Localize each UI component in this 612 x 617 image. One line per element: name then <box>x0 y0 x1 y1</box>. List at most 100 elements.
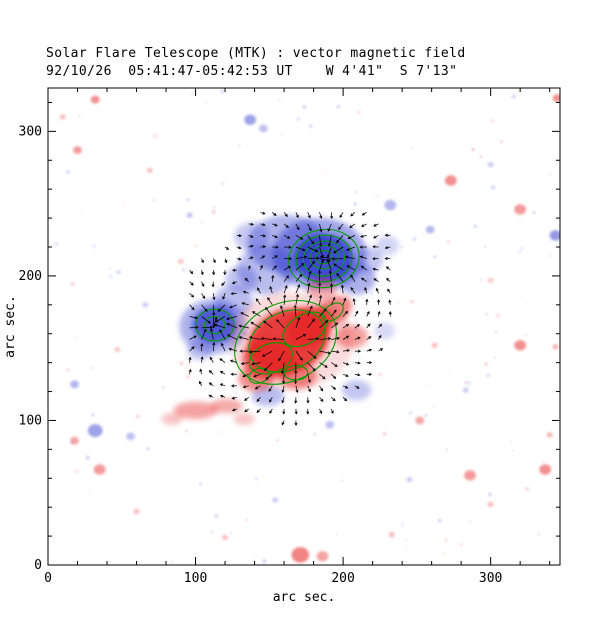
vector-arrow <box>189 281 194 286</box>
vector-arrow <box>260 245 267 249</box>
vector-arrow <box>384 233 391 237</box>
vector-arrow <box>384 256 391 261</box>
vector-arrow <box>330 296 336 305</box>
noise-speckle <box>145 446 150 451</box>
noise-speckle <box>511 94 517 100</box>
vector-arrow <box>212 270 216 276</box>
noise-speckle <box>135 414 141 419</box>
x-tick-label: 300 <box>479 571 502 586</box>
scatter-patch <box>177 258 184 265</box>
noise-speckle <box>487 492 493 497</box>
vector-arrow <box>319 397 324 403</box>
noise-speckle <box>324 171 327 174</box>
vector-arrow <box>231 408 238 412</box>
vector-arrow <box>360 277 367 283</box>
vector-arrow <box>269 408 273 414</box>
vector-arrow <box>188 356 192 363</box>
scatter-patch <box>549 230 560 241</box>
vector-arrow <box>326 246 332 259</box>
vector-arrow <box>354 385 360 389</box>
vector-arrow <box>349 223 356 229</box>
vector-arrow <box>189 304 195 311</box>
vector-arrow <box>354 336 361 340</box>
vector-arrow <box>272 235 278 239</box>
polarity-blob <box>173 401 218 420</box>
vector-arrow <box>253 373 261 378</box>
noise-speckle <box>358 357 362 361</box>
vector-arrow <box>319 235 323 248</box>
noise-speckle <box>485 373 491 378</box>
vector-arrow <box>248 256 254 260</box>
noise-speckle <box>123 201 126 204</box>
vector-arrow <box>295 235 304 240</box>
scatter-patch <box>133 508 140 515</box>
vector-arrow <box>331 397 336 402</box>
vector-arrow <box>388 311 392 317</box>
vector-arrow <box>319 373 326 380</box>
vector-arrow <box>330 408 334 415</box>
vector-arrow <box>373 223 379 227</box>
vector-arrow <box>265 306 273 317</box>
vector-arrow <box>283 275 289 282</box>
noise-speckle <box>217 431 220 434</box>
noise-speckle <box>237 143 241 147</box>
vector-arrow <box>189 325 199 329</box>
noise-speckle <box>446 239 451 244</box>
scatter-patch <box>552 344 559 350</box>
vector-arrow <box>199 380 202 386</box>
noise-speckle <box>92 243 97 249</box>
noise-speckle <box>216 285 220 288</box>
noise-speckle <box>234 391 238 394</box>
vector-arrow <box>366 361 373 365</box>
noise-speckle <box>443 538 449 543</box>
scatter-patch <box>87 424 103 438</box>
vector-arrow <box>265 373 273 380</box>
noise-speckle <box>431 404 435 407</box>
vector-arrow <box>295 223 300 231</box>
noise-speckle <box>433 254 437 259</box>
vector-arrow <box>201 316 211 324</box>
noise-speckle <box>85 455 91 461</box>
vector-arrow <box>307 270 312 282</box>
vector-arrow <box>354 373 361 377</box>
vector-arrow <box>257 287 261 294</box>
vector-arrow <box>271 274 275 282</box>
noise-speckle <box>353 202 358 207</box>
vector-arrow <box>366 348 373 352</box>
vector-arrow <box>378 348 384 352</box>
vector-arrow <box>213 323 226 329</box>
noise-speckle <box>370 292 374 296</box>
vector-arrow <box>378 334 382 340</box>
noise-speckle <box>526 552 529 555</box>
scatter-patch <box>73 146 82 155</box>
vector-arrow <box>306 397 310 404</box>
vector-arrow <box>319 223 323 233</box>
noise-speckle <box>80 207 83 210</box>
vector-arrow <box>344 255 355 259</box>
noise-speckle <box>295 116 301 122</box>
scatter-patch <box>425 225 435 234</box>
noise-speckle <box>211 204 217 210</box>
scatter-patch <box>514 204 527 215</box>
vector-arrow <box>360 234 367 238</box>
vector-arrow <box>281 397 285 404</box>
noise-speckle <box>469 519 472 523</box>
noise-speckle <box>494 330 498 335</box>
vector-arrow <box>261 350 273 357</box>
vector-arrow <box>360 223 367 227</box>
noise-speckle <box>479 155 483 159</box>
noise-speckle <box>311 190 313 193</box>
vector-arrow <box>248 244 254 248</box>
vector-arrow <box>295 316 301 329</box>
vector-arrow <box>259 264 263 271</box>
noise-speckle <box>490 184 496 190</box>
vector-arrow <box>319 320 329 329</box>
vector-arrow <box>199 368 203 375</box>
vector-arrow <box>373 278 379 283</box>
noise-speckle <box>335 533 338 536</box>
contour-ring <box>288 228 360 289</box>
noise-speckle <box>179 361 184 366</box>
plot-frame <box>47 87 561 566</box>
vector-arrow <box>319 350 332 355</box>
vector-arrow <box>294 397 298 404</box>
